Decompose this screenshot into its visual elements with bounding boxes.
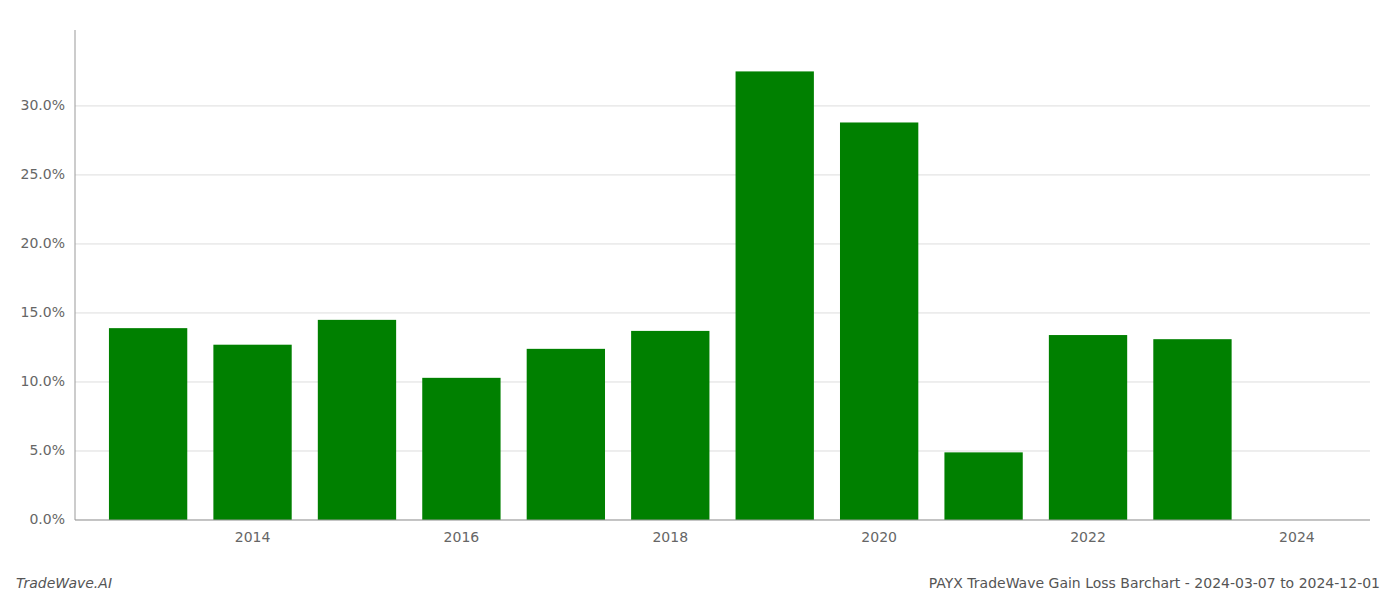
y-tick-labels: 0.0% 5.0% 10.0% 15.0% 20.0% 25.0% 30.0% — [21, 97, 65, 527]
y-tick-label: 5.0% — [29, 442, 65, 458]
x-tick-label: 2024 — [1279, 529, 1315, 545]
y-grid — [75, 106, 1370, 520]
bar — [840, 122, 918, 520]
bar — [527, 349, 605, 520]
grid-line — [75, 520, 1370, 521]
grid-line — [75, 174, 1370, 175]
y-tick-label: 25.0% — [21, 166, 65, 182]
bar — [318, 320, 396, 520]
bars — [109, 71, 1232, 520]
bar — [1049, 335, 1127, 520]
y-tick-label: 10.0% — [21, 373, 65, 389]
bar — [944, 452, 1022, 520]
title: PAYX TradeWave Gain Loss Barchart - 2024… — [929, 575, 1380, 591]
y-tick-label: 30.0% — [21, 97, 65, 113]
bar — [109, 328, 187, 520]
y-tick-label: 15.0% — [21, 304, 65, 320]
page: {"chart_data": {"type": "bar", "title": … — [0, 0, 1400, 600]
bar — [631, 331, 709, 520]
y-axis-line — [75, 30, 76, 520]
bar — [1153, 339, 1231, 520]
x-tick-label: 2016 — [444, 529, 480, 545]
x-tick-labels: 2014 2016 2018 2020 2022 2024 — [235, 529, 1315, 545]
bar — [422, 378, 500, 520]
x-axis-line — [75, 520, 1370, 521]
watermark: TradeWave.AI — [16, 575, 112, 591]
chart: 0.0%5.0%10.0%15.0%20.0%25.0%30.0%2014201… — [0, 0, 1400, 600]
y-tick-label: 20.0% — [21, 235, 65, 251]
x-tick-label: 2020 — [861, 529, 897, 545]
grid-line — [75, 105, 1370, 106]
x-tick-label: 2018 — [652, 529, 688, 545]
background — [0, 0, 1400, 600]
grid-line — [75, 243, 1370, 244]
x-tick-label: 2014 — [235, 529, 271, 545]
grid-line — [75, 312, 1370, 313]
bar — [736, 71, 814, 520]
bar — [213, 345, 291, 520]
x-tick-label: 2022 — [1070, 529, 1106, 545]
y-tick-label: 0.0% — [29, 511, 65, 527]
